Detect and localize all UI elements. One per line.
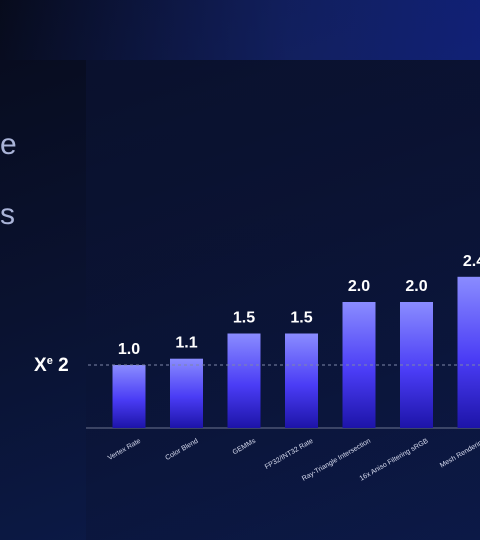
bar-2 [227, 333, 261, 428]
reference-line-label: Xe 2 [34, 355, 69, 376]
category-label-3: FP32/INT32 Rate [264, 438, 315, 471]
bar-0 [112, 365, 146, 428]
bar-value-label-2: 1.5 [233, 310, 255, 327]
bar-value-label-1: 1.1 [175, 335, 197, 352]
partial-title-text-1: e [0, 128, 17, 161]
top-glow [0, 0, 480, 60]
partial-title-text-2: s [0, 198, 15, 231]
chart-panel [86, 60, 480, 540]
bar-value-label-6: 2.4 [463, 253, 480, 270]
category-label-6: Mesh Rendering [439, 438, 480, 470]
bar-5 [400, 302, 433, 428]
bar-3 [285, 333, 318, 428]
bar-value-label-3: 1.5 [290, 310, 312, 327]
bar-6 [457, 276, 480, 428]
category-label-1: Color Blend [164, 438, 199, 462]
bar-value-label-4: 2.0 [348, 278, 370, 295]
category-label-0: Vertex Rate [107, 438, 142, 462]
bar-1 [170, 358, 203, 428]
category-label-2: GEMMs [232, 437, 258, 456]
bar-value-label-5: 2.0 [405, 278, 427, 295]
bar-value-label-0: 1.0 [118, 341, 140, 358]
